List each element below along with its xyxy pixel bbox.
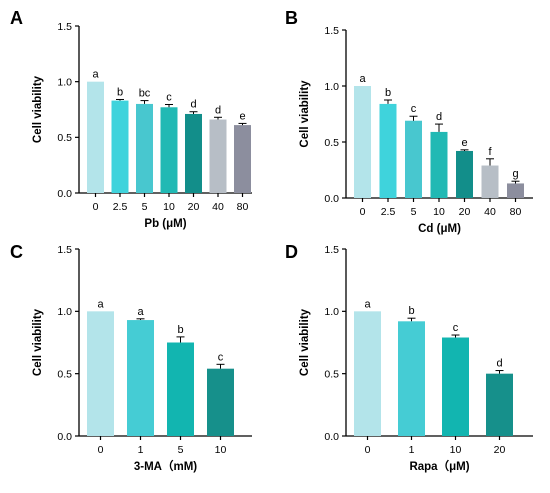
significance-label: d bbox=[190, 99, 196, 111]
x-tick-label: 40 bbox=[212, 201, 224, 213]
significance-label: b bbox=[177, 324, 183, 336]
bar bbox=[486, 373, 513, 436]
x-tick-label: 2.5 bbox=[113, 201, 128, 213]
x-tick-label: 2.5 bbox=[381, 206, 396, 218]
significance-label: b bbox=[117, 86, 123, 98]
significance-label: a bbox=[137, 306, 144, 318]
y-tick-label: 0.5 bbox=[324, 137, 339, 149]
x-tick-label: 80 bbox=[510, 206, 522, 218]
significance-label: g bbox=[512, 168, 518, 180]
significance-label: a bbox=[359, 73, 366, 85]
x-tick-label: 10 bbox=[433, 206, 445, 218]
bar bbox=[160, 107, 178, 193]
significance-label: c bbox=[411, 103, 417, 115]
y-tick-label: 0.5 bbox=[324, 368, 339, 380]
x-axis-title: 3-MA（mM) bbox=[134, 459, 197, 473]
y-tick-label: 1.0 bbox=[57, 306, 72, 318]
y-tick-label: 1.0 bbox=[324, 306, 339, 318]
x-axis-title: Rapa（μM) bbox=[409, 459, 469, 473]
significance-label: b bbox=[385, 87, 391, 99]
significance-label: e bbox=[461, 137, 467, 149]
bar bbox=[507, 183, 524, 198]
significance-label: c bbox=[166, 91, 172, 103]
bar bbox=[87, 311, 114, 436]
y-tick-label: 1.0 bbox=[57, 76, 72, 88]
bar bbox=[207, 368, 234, 436]
panel-d: D 0.0 0.5 1.0 1.5 Cell viability a 0 b 1 c 10 d 20 Rap… bbox=[285, 242, 533, 473]
significance-label: d bbox=[496, 358, 502, 370]
y-tick-label: 0.5 bbox=[57, 368, 72, 380]
bar bbox=[430, 131, 448, 198]
x-tick-label: 20 bbox=[494, 444, 506, 456]
bar bbox=[456, 150, 473, 198]
significance-label: f bbox=[488, 146, 492, 158]
x-tick-label: 5 bbox=[411, 206, 417, 218]
significance-label: c bbox=[218, 351, 224, 363]
panel-letter: D bbox=[285, 242, 298, 262]
significance-label: a bbox=[97, 298, 104, 310]
x-tick-label: 0 bbox=[365, 444, 371, 456]
bar bbox=[136, 103, 153, 193]
x-tick-label: 20 bbox=[188, 201, 200, 213]
bar bbox=[354, 86, 371, 198]
bar bbox=[127, 320, 154, 436]
y-tick-label: 1.5 bbox=[57, 21, 72, 33]
y-tick-label: 1.0 bbox=[324, 81, 339, 93]
significance-label: b bbox=[408, 305, 414, 317]
y-axis-title: Cell viability bbox=[299, 308, 311, 376]
y-tick-label: 0.0 bbox=[324, 431, 339, 443]
bar bbox=[111, 100, 129, 193]
bar bbox=[209, 119, 227, 193]
x-tick-label: 0 bbox=[98, 444, 104, 456]
bar bbox=[405, 120, 422, 198]
panel-letter: A bbox=[10, 8, 23, 28]
y-axis-title: Cell viability bbox=[299, 80, 311, 148]
y-axis-title: Cell viability bbox=[32, 308, 44, 376]
x-tick-label: 5 bbox=[178, 444, 184, 456]
x-axis-title: Pb (μM) bbox=[144, 218, 186, 230]
y-tick-label: 0.5 bbox=[57, 132, 72, 144]
y-tick-label: 0.0 bbox=[324, 193, 339, 205]
x-tick-label: 0 bbox=[93, 201, 99, 213]
panel-letter: C bbox=[10, 242, 23, 262]
x-tick-label: 20 bbox=[459, 206, 471, 218]
bar bbox=[167, 342, 194, 436]
x-tick-label: 0 bbox=[360, 206, 366, 218]
significance-label: a bbox=[92, 69, 99, 81]
panel-a: A 0.0 0.5 1.0 1.5 Cell viability a 0 b 2.5 bc 5 c 10 d… bbox=[10, 8, 252, 230]
significance-label: c bbox=[453, 322, 459, 334]
panel-letter: B bbox=[285, 8, 298, 28]
x-tick-label: 10 bbox=[215, 444, 227, 456]
x-tick-label: 80 bbox=[237, 201, 249, 213]
bar bbox=[481, 165, 499, 198]
bar bbox=[354, 311, 381, 436]
y-tick-label: 0.0 bbox=[57, 188, 72, 200]
bar bbox=[398, 321, 425, 436]
x-tick-label: 1 bbox=[138, 444, 144, 456]
significance-label: d bbox=[215, 104, 221, 116]
panel-c: C 0.0 0.5 1.0 1.5 Cell viability a 0 a 1 b 5 c 10 3-MA… bbox=[10, 242, 252, 473]
x-tick-label: 1 bbox=[409, 444, 415, 456]
x-tick-label: 10 bbox=[163, 201, 175, 213]
y-tick-label: 0.0 bbox=[57, 431, 72, 443]
x-tick-label: 5 bbox=[142, 201, 148, 213]
bar bbox=[87, 81, 104, 193]
bar bbox=[185, 113, 202, 193]
y-tick-label: 1.5 bbox=[324, 244, 339, 256]
bar bbox=[379, 103, 397, 198]
significance-label: a bbox=[364, 298, 371, 310]
significance-label: d bbox=[436, 111, 442, 123]
bar bbox=[442, 337, 469, 436]
panel-b: B 0.0 0.5 1.0 1.5 Cell viability a 0 b 2.5 c 5 d 10 e 2… bbox=[285, 8, 533, 235]
x-tick-label: 40 bbox=[484, 206, 496, 218]
significance-label: e bbox=[239, 110, 245, 122]
x-tick-label: 10 bbox=[450, 444, 462, 456]
y-axis-title: Cell viability bbox=[32, 75, 44, 143]
y-tick-label: 1.5 bbox=[324, 25, 339, 37]
significance-label: bc bbox=[139, 88, 151, 100]
y-tick-label: 1.5 bbox=[57, 244, 72, 256]
x-axis-title: Cd (μM) bbox=[418, 223, 461, 235]
bar bbox=[234, 125, 251, 193]
